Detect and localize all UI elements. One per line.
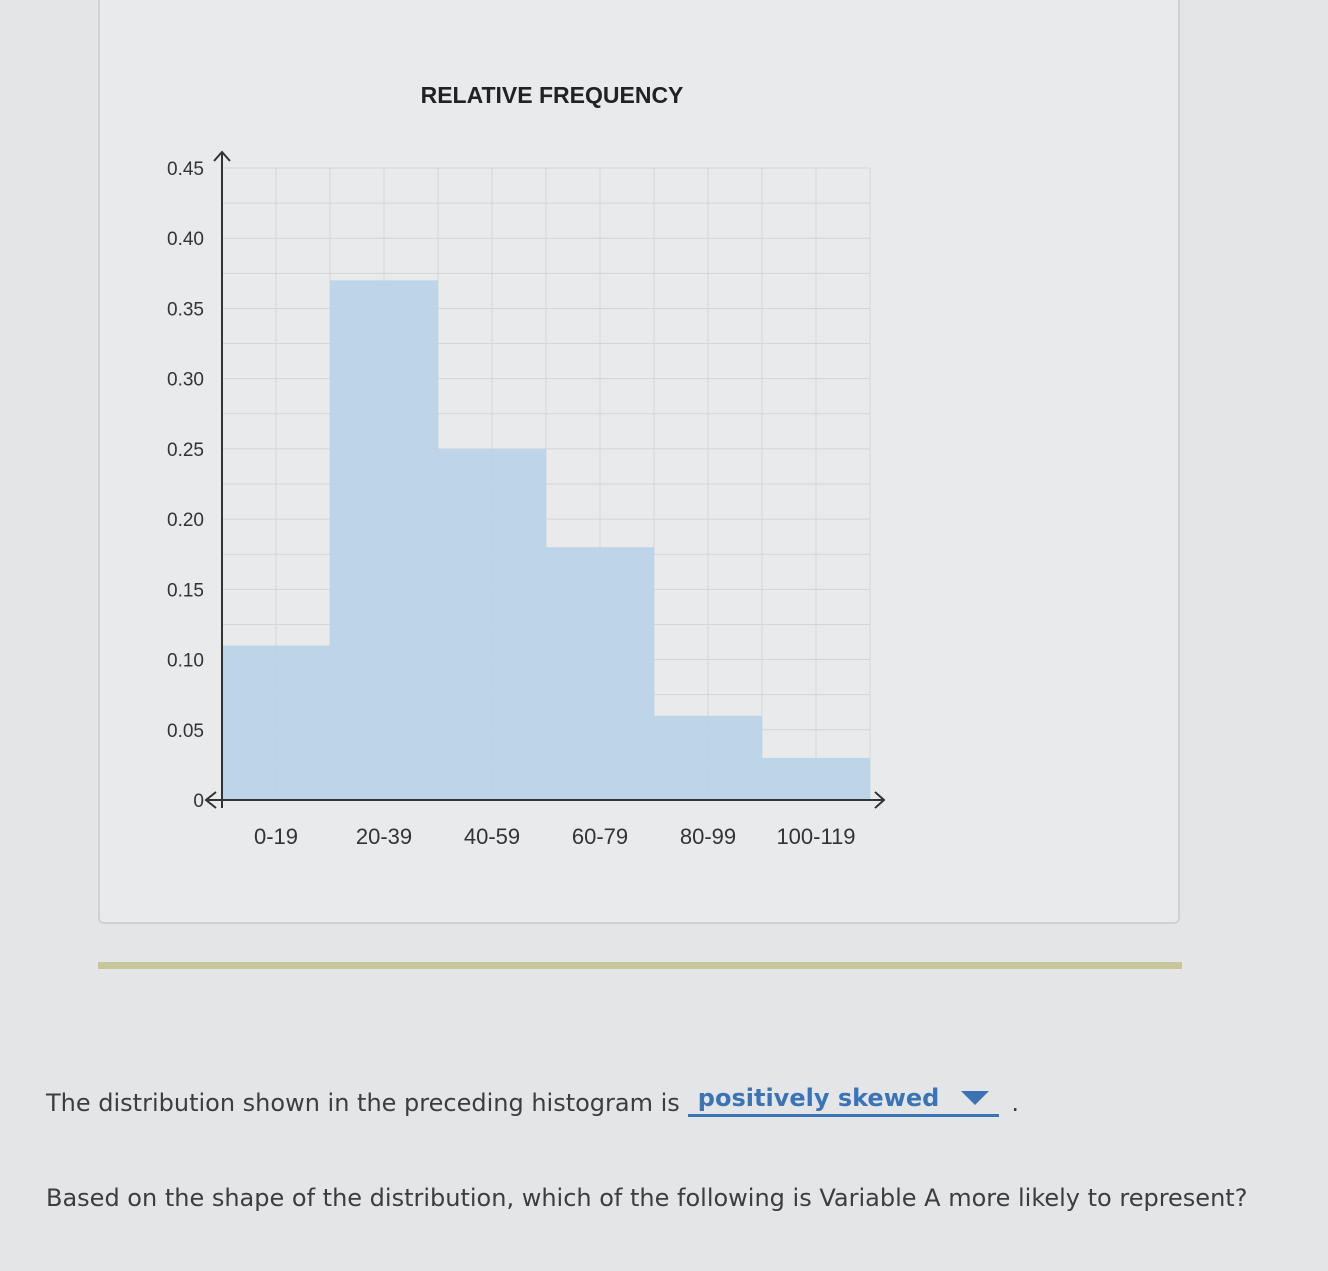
divider [98,962,1182,969]
skew-answer-dropdown[interactable]: positively skewed [687,1084,1000,1117]
x-axis-left-arrow-icon [204,791,217,809]
y-tick-label: 0.25 [167,440,204,461]
y-tick-label: 0.05 [167,721,204,742]
y-tick-label: 0.35 [167,299,204,320]
histogram-bar-60-79 [546,547,654,800]
y-tick-label: 0.40 [167,229,204,250]
x-tick-label: 100-119 [776,824,855,849]
histogram-bar-0-19 [222,645,330,800]
chart-title: RELATIVE FREQUENCY [421,82,684,108]
histogram-bar-80-99 [654,715,762,800]
caret-down-icon [961,1091,990,1105]
y-tick-label: 0.15 [167,580,204,601]
bars [222,280,870,800]
x-tick-label: 80-99 [680,824,736,849]
histogram-chart: RELATIVE FREQUENCY 0 0.05 0.10 0.15 0.20 0.25… [167,82,886,849]
question-skew-text: The distribution shown in the preceding … [46,1089,680,1117]
x-tick-label: 20-39 [356,824,412,849]
x-tick-label: 40-59 [464,824,520,849]
histogram-bar-100-119 [762,757,870,800]
question-skew-period: . [1011,1089,1019,1117]
y-tick-label: 0.45 [167,159,204,180]
histogram-bar-20-39 [330,280,438,800]
y-tick-label: 0 [193,791,204,812]
tick-labels: 0 0.05 0.10 0.15 0.20 0.25 0.30 0.35 0.40 0.45 0-1… [167,159,856,849]
chart-panel: RELATIVE FREQUENCY 0 0.05 0.10 0.15 0.20 0.25… [98,0,1180,924]
y-tick-label: 0.20 [167,510,204,531]
dropdown-selected-value: positively skewed [697,1084,940,1112]
y-axis-arrow-icon [213,150,231,162]
question-skew: The distribution shown in the preceding … [46,1084,1019,1117]
question-variable: Based on the shape of the distribution, … [46,1184,1248,1212]
x-tick-label: 0-19 [254,824,298,849]
x-axis-right-arrow-icon [874,791,886,809]
x-tick-label: 60-79 [572,824,628,849]
axes [204,150,886,809]
histogram-bar-40-59 [438,448,546,800]
y-tick-label: 0.30 [167,370,204,391]
y-tick-label: 0.10 [167,651,204,672]
